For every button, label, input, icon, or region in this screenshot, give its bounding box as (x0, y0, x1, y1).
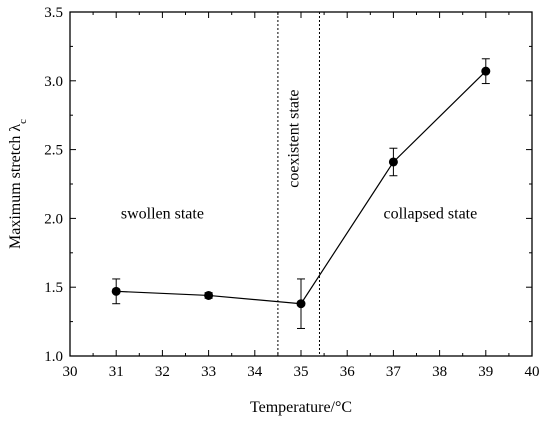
data-point (388, 157, 398, 167)
x-axis-title: Temperature/°C (250, 399, 352, 416)
x-tick-label: 40 (525, 364, 540, 380)
y-axis-title-subscript: c (17, 119, 29, 124)
plot-layer (69, 11, 533, 357)
x-tick-label: 31 (109, 364, 124, 380)
y-axis-title-main: Maximum stretch λ (7, 124, 24, 249)
y-axis-title: Maximum stretch λc (7, 119, 29, 249)
data-point (204, 290, 214, 300)
x-tick-label: 32 (155, 364, 170, 380)
y-tick-label: 3.5 (44, 5, 63, 21)
x-tick-label: 38 (432, 364, 447, 380)
data-point (296, 299, 306, 309)
region-label: collapsed state (383, 205, 477, 222)
y-tick-label: 1.5 (44, 280, 63, 296)
x-tick-label: 34 (247, 364, 263, 380)
x-tick-label: 37 (386, 364, 402, 380)
x-tick-label: 35 (294, 364, 309, 380)
plot-frame (69, 11, 533, 357)
data-point (481, 66, 491, 76)
region-label: coexistent state (286, 89, 303, 187)
x-tick-label: 36 (340, 364, 356, 380)
y-tick-label: 1.0 (44, 349, 63, 365)
region-label: swollen state (121, 205, 204, 222)
x-tick-label: 33 (201, 364, 216, 380)
y-tick-label: 2.5 (44, 143, 63, 159)
x-tick-label: 30 (63, 364, 78, 380)
data-point (111, 286, 121, 296)
text-layer: 30 31 32 33 34 35 36 37 38 39 40 1.0 1.5 2.0 2.5 3.0 3.5… (7, 5, 540, 416)
y-tick-label: 2.0 (44, 211, 63, 227)
x-tick-label: 39 (478, 364, 493, 380)
marks-layer (111, 58, 491, 329)
y-tick-label: 3.0 (44, 74, 63, 90)
